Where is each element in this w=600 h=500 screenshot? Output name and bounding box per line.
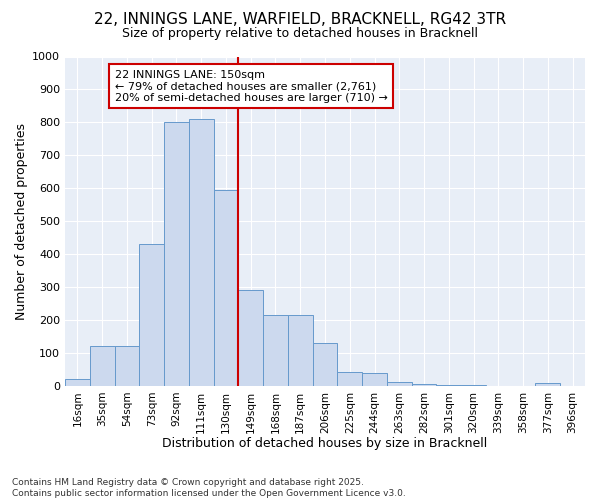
- Bar: [115, 346, 139, 386]
- Bar: [139, 244, 164, 386]
- Bar: [313, 343, 337, 386]
- Bar: [535, 383, 560, 386]
- Bar: [337, 372, 362, 386]
- Bar: [164, 122, 189, 386]
- Y-axis label: Number of detached properties: Number of detached properties: [15, 122, 28, 320]
- Bar: [461, 385, 486, 386]
- Text: 22, INNINGS LANE, WARFIELD, BRACKNELL, RG42 3TR: 22, INNINGS LANE, WARFIELD, BRACKNELL, R…: [94, 12, 506, 28]
- Bar: [238, 290, 263, 386]
- Bar: [362, 374, 387, 386]
- Bar: [65, 380, 90, 386]
- Bar: [387, 382, 412, 386]
- X-axis label: Distribution of detached houses by size in Bracknell: Distribution of detached houses by size …: [163, 437, 488, 450]
- Bar: [263, 315, 288, 386]
- Text: Size of property relative to detached houses in Bracknell: Size of property relative to detached ho…: [122, 28, 478, 40]
- Text: 22 INNINGS LANE: 150sqm
← 79% of detached houses are smaller (2,761)
20% of semi: 22 INNINGS LANE: 150sqm ← 79% of detache…: [115, 70, 388, 103]
- Bar: [436, 385, 461, 386]
- Text: Contains HM Land Registry data © Crown copyright and database right 2025.
Contai: Contains HM Land Registry data © Crown c…: [12, 478, 406, 498]
- Bar: [412, 384, 436, 386]
- Bar: [90, 346, 115, 386]
- Bar: [214, 190, 238, 386]
- Bar: [189, 119, 214, 386]
- Bar: [288, 315, 313, 386]
